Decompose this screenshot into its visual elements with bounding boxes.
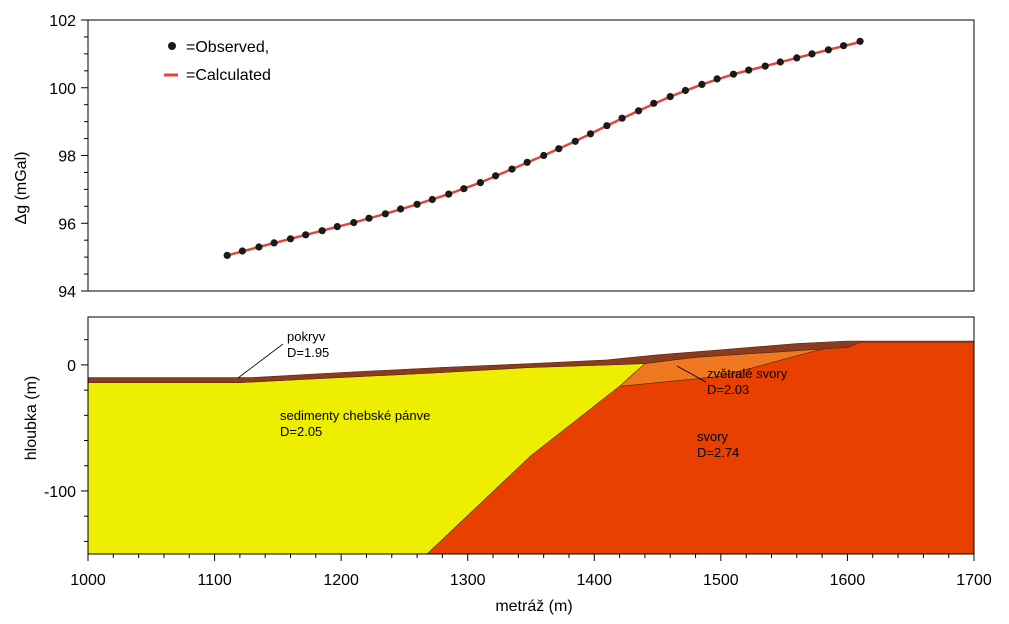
section-x-tick-label: 1500 bbox=[703, 572, 739, 589]
observed-point bbox=[365, 214, 373, 222]
observed-point bbox=[824, 46, 833, 54]
top-y-tick-label: 98 bbox=[58, 149, 76, 166]
observed-point bbox=[540, 151, 548, 160]
sedimenty-label: sedimenty chebské pánve bbox=[280, 408, 430, 423]
geological-section-panel: 0 -100 1000 1100 1200 1300 1400 1500 1600 1700 p… bbox=[23, 316, 992, 615]
observed-point bbox=[508, 165, 516, 173]
layer-pokryv bbox=[87, 340, 975, 383]
observed-point bbox=[776, 58, 784, 66]
observed-point bbox=[571, 137, 579, 145]
legend: =Observed, =Calculated bbox=[164, 39, 271, 84]
observed-point bbox=[681, 86, 690, 95]
observed-point bbox=[793, 54, 801, 62]
observed-point bbox=[476, 179, 484, 187]
legend-observed-label: =Observed, bbox=[186, 39, 269, 56]
observed-point bbox=[523, 158, 531, 166]
observed-point bbox=[808, 50, 816, 58]
observed-point bbox=[713, 75, 721, 83]
top-y-axis-label: Δg (mGal) bbox=[13, 152, 30, 225]
observed-point bbox=[761, 62, 769, 70]
section-x-tick-label: 1000 bbox=[70, 572, 106, 589]
observed-point bbox=[255, 243, 263, 251]
section-plot-frame bbox=[87, 316, 975, 555]
top-y-minor-ticks bbox=[84, 36, 88, 275]
section-x-tick-label: 1200 bbox=[323, 572, 359, 589]
legend-calculated-label: =Calculated bbox=[186, 67, 271, 84]
pokryv-label: pokryv bbox=[287, 329, 326, 344]
section-x-tick-label: 1100 bbox=[197, 572, 232, 589]
observed-point bbox=[586, 130, 595, 138]
observed-point bbox=[223, 251, 231, 259]
observed-point bbox=[286, 235, 295, 243]
observed-point bbox=[555, 145, 563, 153]
legend-observed-marker bbox=[168, 42, 176, 50]
zvetrale-density: D=2.03 bbox=[707, 382, 749, 397]
section-y-axis-label: hloubka (m) bbox=[23, 376, 40, 460]
section-y-minor-ticks bbox=[84, 339, 88, 542]
top-plot-frame bbox=[87, 19, 975, 292]
section-x-tick-label: 1400 bbox=[576, 572, 612, 589]
observed-point bbox=[302, 231, 310, 239]
observed-point bbox=[428, 195, 436, 204]
section-y-tick-label: -100 bbox=[44, 484, 76, 501]
observed-point bbox=[729, 70, 738, 78]
observed-point bbox=[381, 210, 389, 218]
observed-point bbox=[333, 223, 341, 231]
observed-point bbox=[460, 185, 468, 193]
top-y-tick-label: 94 bbox=[58, 284, 76, 301]
observed-point bbox=[238, 247, 246, 255]
pokryv-leader-line bbox=[237, 343, 284, 379]
section-x-tick-label: 1700 bbox=[956, 572, 992, 589]
observed-point bbox=[856, 37, 864, 45]
sedimenty-density: D=2.05 bbox=[280, 424, 322, 439]
observed-point bbox=[445, 190, 453, 198]
section-y-tick-label: 0 bbox=[67, 358, 76, 375]
observed-point bbox=[270, 239, 278, 247]
observed-point bbox=[492, 172, 500, 180]
section-x-tick-labels: 1000 1100 1200 1300 1400 1500 1600 1700 bbox=[70, 554, 992, 589]
observed-point bbox=[635, 107, 643, 115]
top-y-tick-labels: 94 96 98 100 102 bbox=[49, 13, 88, 301]
section-x-tick-label: 1600 bbox=[830, 572, 866, 589]
observed-point bbox=[840, 42, 848, 50]
top-y-tick-label: 102 bbox=[49, 13, 76, 30]
geological-layers bbox=[87, 340, 975, 555]
zvetrale-label: zvětralé svory bbox=[707, 366, 788, 381]
observed-points bbox=[223, 37, 864, 259]
observed-point bbox=[413, 200, 421, 208]
observed-point bbox=[397, 205, 405, 213]
observed-point bbox=[698, 80, 706, 88]
pokryv-density: D=1.95 bbox=[287, 345, 329, 360]
top-y-tick-label: 96 bbox=[58, 216, 76, 233]
zvetrale-leader-line bbox=[676, 365, 707, 383]
top-y-tick-label: 100 bbox=[49, 81, 76, 98]
observed-point bbox=[318, 227, 326, 235]
observed-point bbox=[745, 66, 753, 74]
observed-point bbox=[618, 114, 626, 122]
observed-point bbox=[650, 99, 658, 107]
observed-point bbox=[666, 93, 674, 101]
section-x-tick-label: 1300 bbox=[450, 572, 486, 589]
section-y-tick-labels: 0 -100 bbox=[44, 358, 88, 501]
gravity-anomaly-panel: 94 96 98 100 102 Δg (mGal) =Observed, =Calcu… bbox=[13, 13, 975, 301]
observed-point bbox=[350, 219, 358, 227]
svory-density: D=2.74 bbox=[697, 445, 739, 460]
svory-label: svory bbox=[697, 429, 729, 444]
section-x-axis-label: metráž (m) bbox=[495, 598, 572, 615]
observed-point bbox=[603, 122, 611, 130]
